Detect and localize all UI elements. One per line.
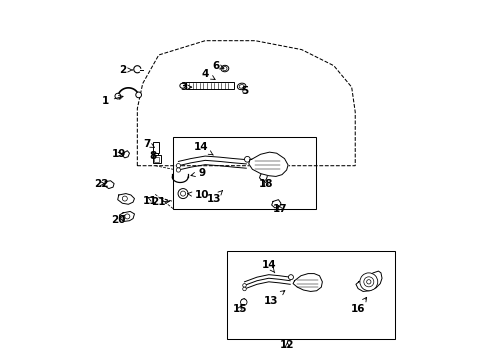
Text: 10: 10 [187,190,208,200]
Bar [153,155,161,163]
Circle shape [366,280,370,284]
Circle shape [242,287,246,291]
Polygon shape [104,181,114,189]
Circle shape [176,168,180,172]
Bar [226,251,394,339]
Circle shape [363,277,373,287]
Polygon shape [292,274,322,292]
Ellipse shape [221,65,228,72]
Circle shape [242,284,246,287]
Text: 12: 12 [280,340,294,350]
Text: 22: 22 [94,179,108,189]
Text: 21: 21 [147,197,165,207]
Text: 2: 2 [119,65,132,75]
Text: 19: 19 [111,149,126,159]
Text: 9: 9 [190,168,205,178]
Bar [173,137,315,208]
Polygon shape [118,194,134,204]
Text: 20: 20 [111,215,126,225]
Circle shape [115,93,121,99]
Circle shape [288,275,293,280]
Text: 6: 6 [212,61,224,71]
Text: 18: 18 [258,179,273,189]
Text: 13: 13 [207,190,222,203]
Text: 8: 8 [149,151,156,161]
Text: 17: 17 [272,204,287,214]
Polygon shape [271,200,281,208]
Polygon shape [248,152,287,176]
Text: 1: 1 [102,95,123,107]
Circle shape [178,189,188,199]
Text: 15: 15 [232,303,247,314]
Ellipse shape [180,83,185,88]
Text: 3: 3 [180,82,191,92]
Circle shape [180,191,185,196]
Text: 14: 14 [261,260,276,273]
Bar [185,82,233,89]
Text: 4: 4 [201,68,215,80]
Circle shape [359,273,377,291]
Circle shape [244,157,250,162]
Bar [154,157,159,162]
Circle shape [176,163,180,168]
Polygon shape [259,173,267,181]
Circle shape [136,92,141,98]
Text: 5: 5 [241,86,247,96]
Circle shape [122,196,127,201]
Text: 11: 11 [143,197,169,206]
Bar [153,143,159,153]
Text: 7: 7 [143,139,154,149]
Text: 16: 16 [350,297,366,314]
Text: 14: 14 [193,142,213,155]
Ellipse shape [239,85,244,88]
Polygon shape [119,211,134,221]
Text: 13: 13 [264,291,284,306]
Circle shape [222,66,226,71]
Circle shape [124,214,130,219]
Ellipse shape [237,83,245,90]
Polygon shape [122,151,129,158]
Circle shape [240,299,246,305]
Polygon shape [355,271,381,292]
